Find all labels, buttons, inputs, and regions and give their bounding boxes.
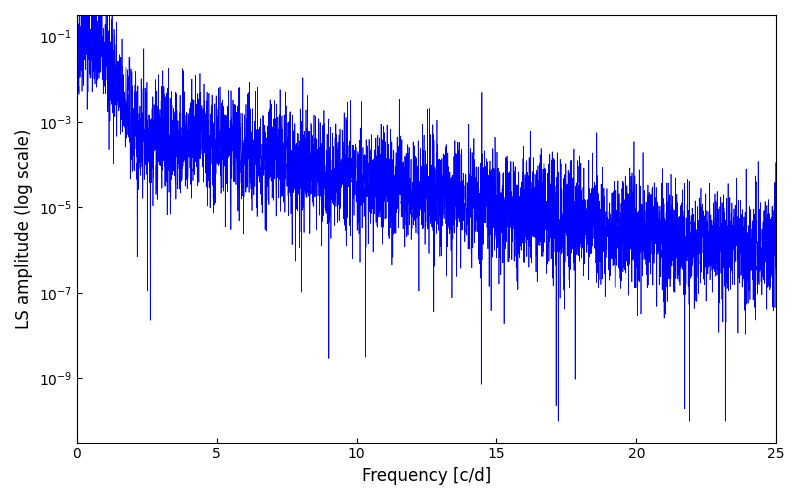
X-axis label: Frequency [c/d]: Frequency [c/d] bbox=[362, 467, 491, 485]
Y-axis label: LS amplitude (log scale): LS amplitude (log scale) bbox=[15, 128, 33, 329]
